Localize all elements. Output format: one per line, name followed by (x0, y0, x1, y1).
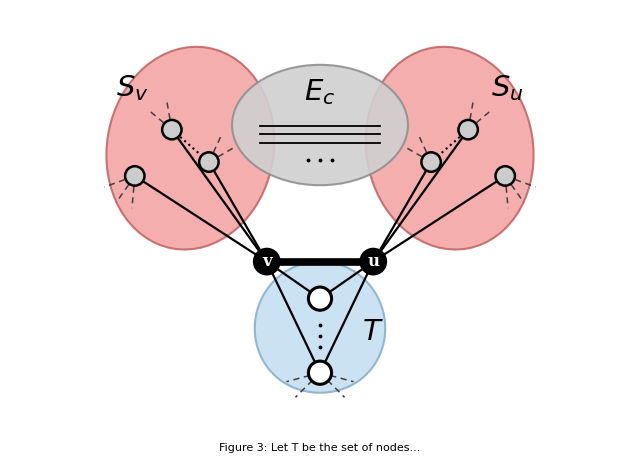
Ellipse shape (106, 47, 275, 250)
Circle shape (359, 248, 387, 275)
Circle shape (253, 248, 281, 275)
Text: u: u (367, 253, 380, 270)
Ellipse shape (365, 47, 534, 250)
Text: Figure 3: Let T be the set of nodes...: Figure 3: Let T be the set of nodes... (220, 443, 420, 453)
Circle shape (199, 152, 219, 172)
Ellipse shape (232, 65, 408, 185)
Circle shape (458, 120, 478, 139)
Circle shape (421, 152, 441, 172)
Circle shape (125, 166, 145, 186)
Circle shape (495, 166, 515, 186)
Circle shape (162, 120, 182, 139)
Text: $E_c$: $E_c$ (305, 78, 335, 107)
Text: $S_v$: $S_v$ (116, 73, 149, 103)
Text: $T$: $T$ (362, 317, 384, 345)
Circle shape (308, 361, 332, 384)
Text: v: v (262, 253, 271, 270)
Polygon shape (255, 262, 385, 393)
Circle shape (308, 287, 332, 310)
Text: $S_u$: $S_u$ (492, 73, 524, 103)
